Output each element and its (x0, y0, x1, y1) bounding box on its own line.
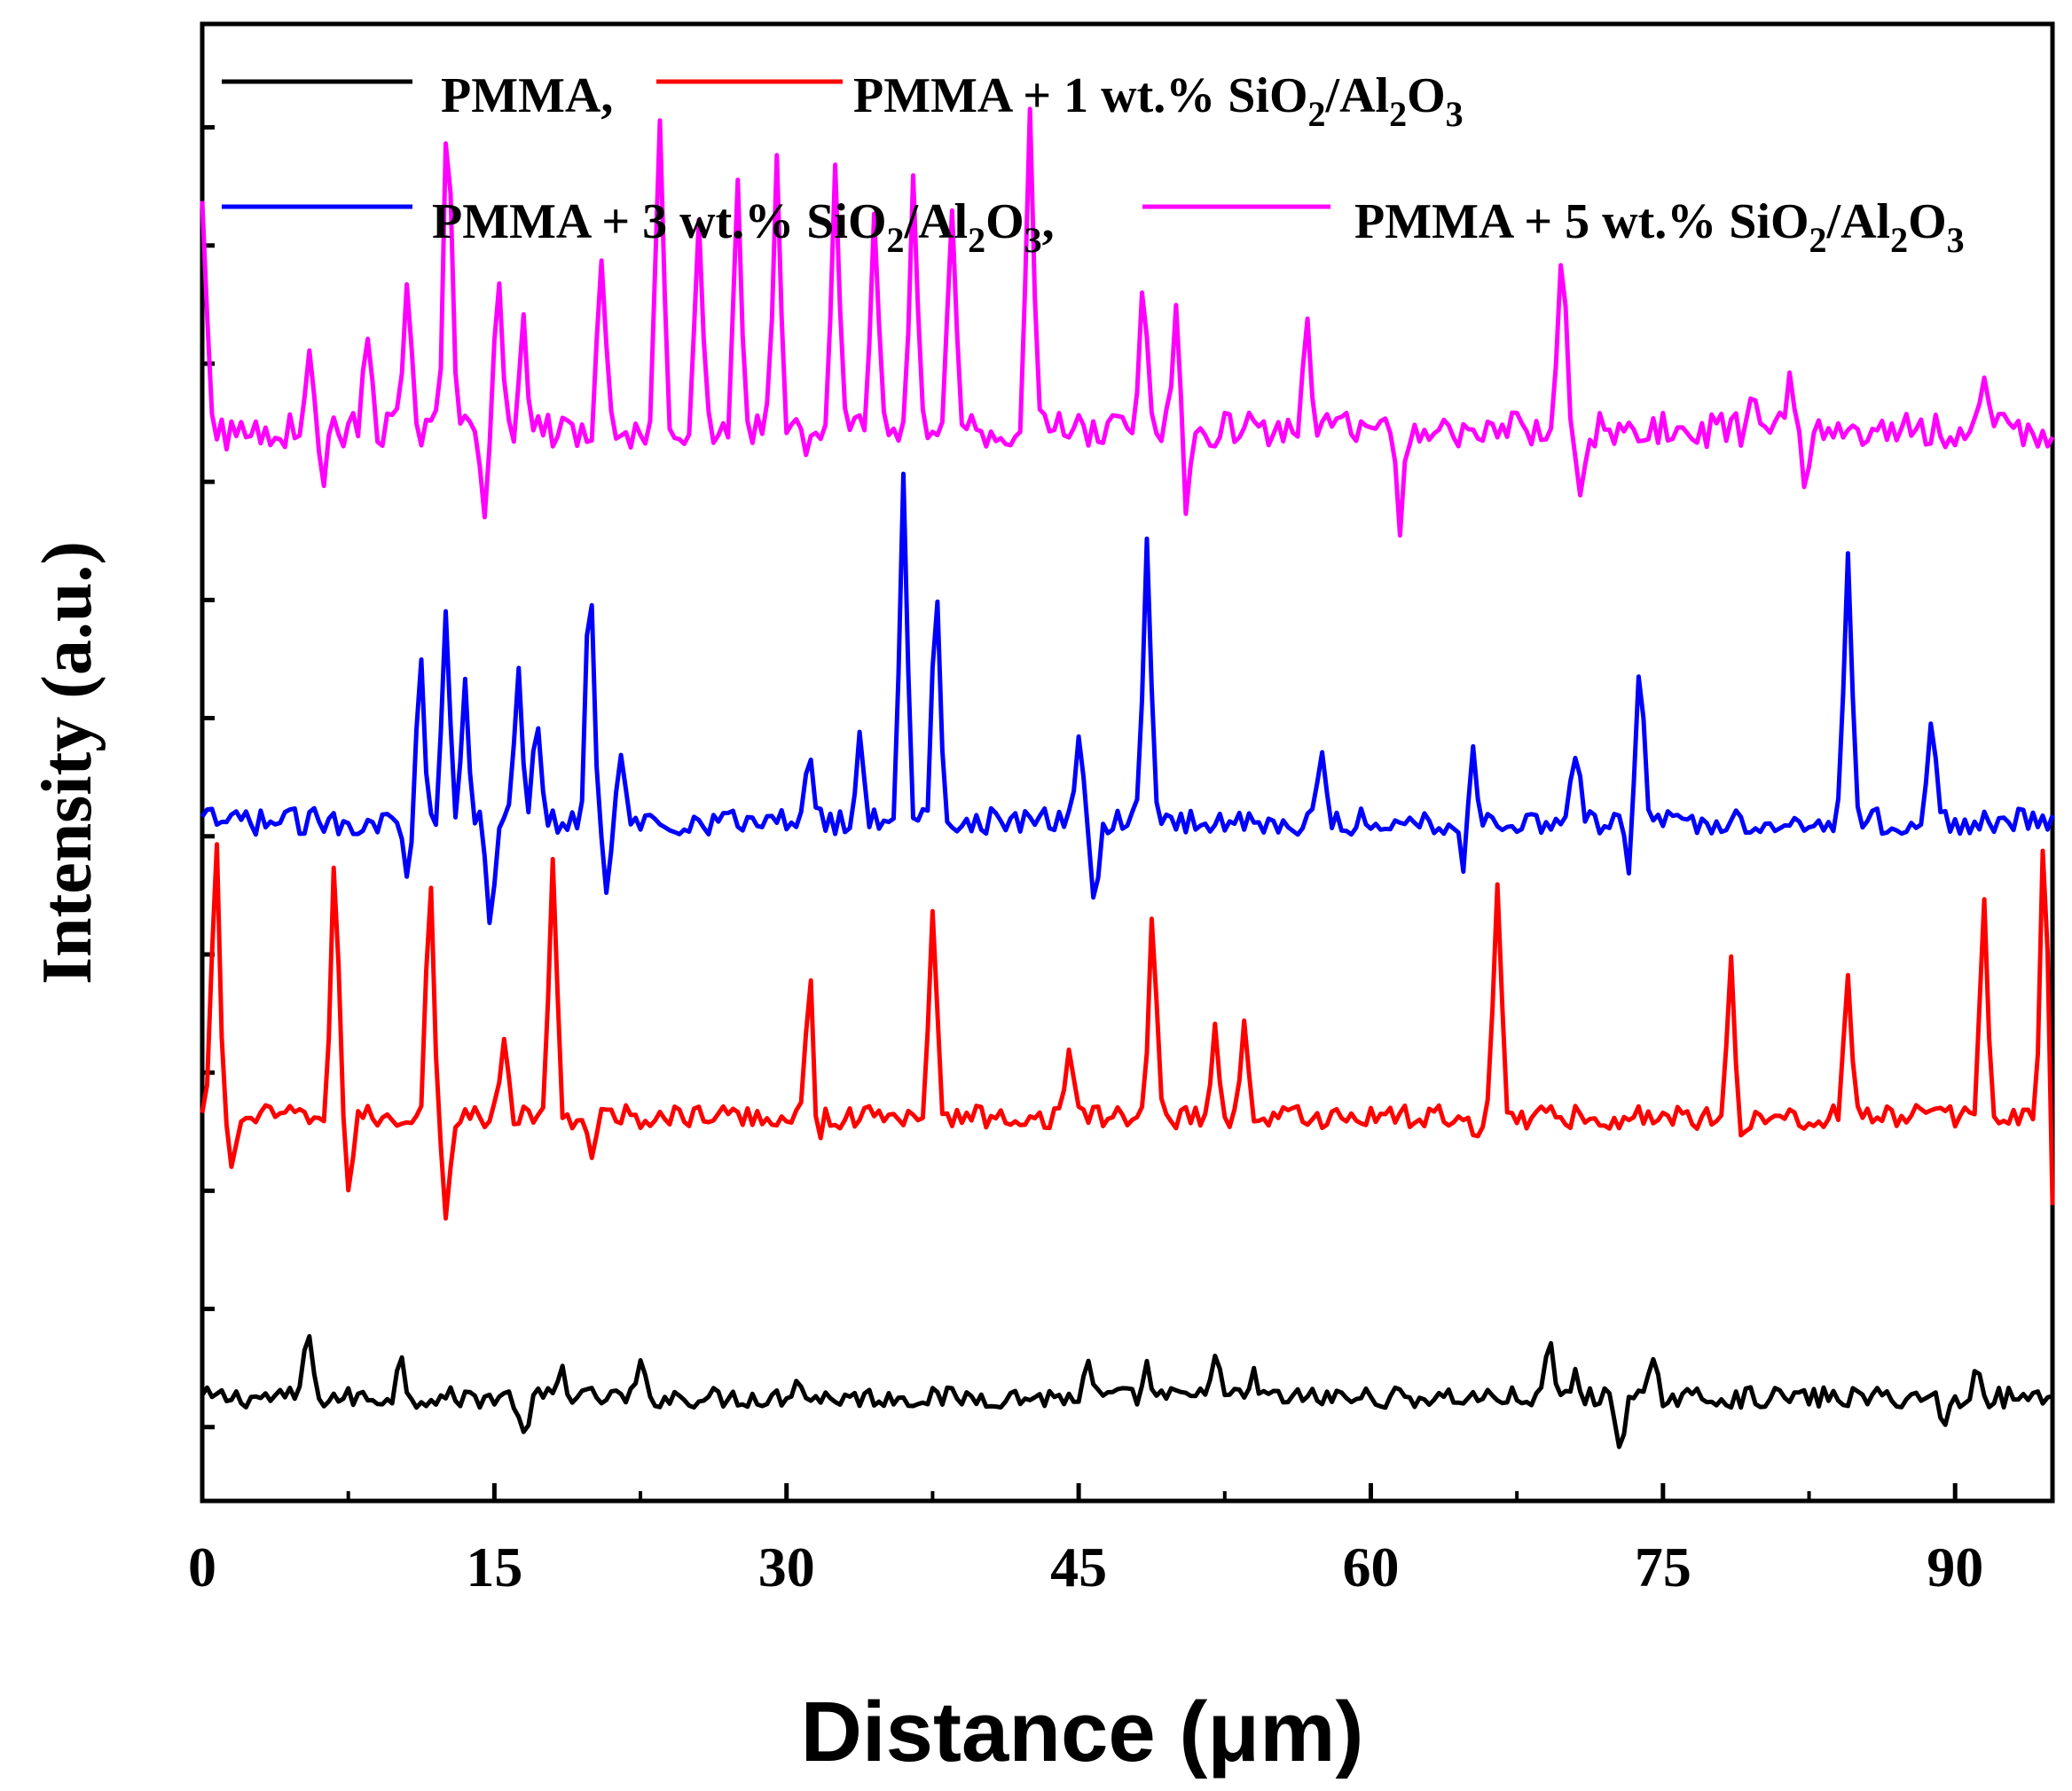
series-line-2 (200, 471, 2055, 925)
legend-label-pmma-5wt: PMMA + 5 wt.% SiO2/Al2O3 (1354, 194, 1965, 260)
series-line-3 (200, 106, 2055, 538)
y-axis-ticks (202, 125, 215, 1430)
x-tick-label-60: 60 (1342, 1536, 1399, 1599)
x-tick-label-45: 45 (1050, 1536, 1107, 1599)
legend-label-pmma-1wt-text: PMMA + 1 wt.% SiO (853, 68, 1308, 123)
legend-label-pmma-3wt-text: PMMA + 3 wt.% SiO (432, 194, 887, 249)
series-line-1 (200, 842, 2055, 1221)
legend-label-pmma-1wt: PMMA + 1 wt.% SiO2/Al2O3 (853, 68, 1464, 134)
y-axis-title: Intensity (a.u.) (28, 541, 106, 985)
series-layer (200, 106, 2055, 1449)
legend: PMMA, PMMA + 1 wt.% SiO2/Al2O3 PMMA + 3 … (222, 68, 1965, 260)
x-tick-label-90: 90 (1927, 1536, 1983, 1599)
x-tick-label-30: 30 (758, 1536, 815, 1599)
plot-area-frame (200, 21, 2055, 1504)
x-tick-label-15: 15 (466, 1536, 522, 1599)
x-axis-title: Distance (μm) (801, 1685, 1364, 1779)
x-tick-label-75: 75 (1635, 1536, 1691, 1599)
series-line-0 (200, 1333, 2053, 1449)
legend-label-pmma: PMMA, (441, 68, 613, 123)
legend-label-pmma-5wt-text: PMMA + 5 wt.% SiO (1354, 194, 1809, 249)
legend-label-pmma-3wt: PMMA + 3 wt.% SiO2/Al2O3, (432, 194, 1055, 260)
x-axis-ticks: 0 15 30 45 60 75 90 (188, 1483, 1983, 1599)
x-tick-label-0: 0 (188, 1536, 216, 1599)
